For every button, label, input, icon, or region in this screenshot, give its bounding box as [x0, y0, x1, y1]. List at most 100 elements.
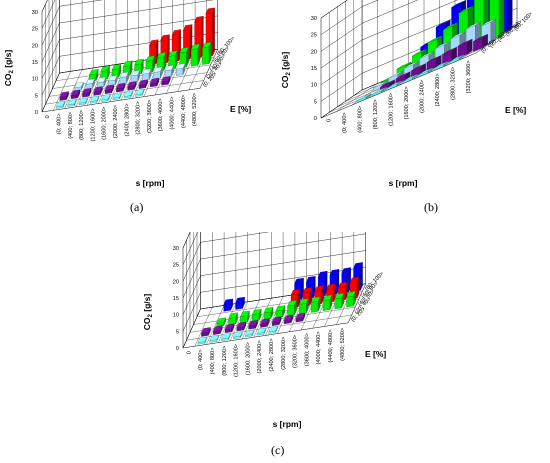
chart-c-bar-top	[314, 285, 324, 292]
chart-a-bar	[104, 84, 115, 94]
chart-a-bar-top	[101, 94, 111, 101]
chart-c-ylabel-sub: 2	[148, 313, 154, 317]
chart-a-bar	[85, 78, 95, 90]
chart-a-bar	[176, 63, 186, 76]
caption-b: (b)	[424, 200, 438, 214]
chart-a-bar-front	[164, 69, 172, 78]
chart-c-bar	[236, 321, 247, 332]
chart-c-bar-top	[275, 305, 286, 312]
chart-a-bar-top	[70, 89, 81, 96]
chart-b-bar-top	[449, 54, 465, 63]
chart-b-bar	[395, 71, 411, 85]
chart-a-ytick-label: 20	[32, 43, 38, 49]
chart-c-xtick-label: (0; 400>	[198, 349, 204, 370]
chart-c-bar-top	[221, 333, 231, 340]
chart-c-bar-top	[306, 276, 316, 283]
chart-a-bar-top	[112, 92, 122, 99]
chart-a-bar	[119, 71, 129, 85]
chart-b-bar-top	[356, 93, 372, 102]
chart-c-xtick-label: (2800; 3200>	[281, 337, 287, 370]
chart-c-bar	[224, 323, 235, 334]
chart-a-ytick-label: 25	[32, 27, 38, 33]
chart-c-bar-top	[263, 307, 274, 314]
chart-c-bar-top	[287, 300, 297, 307]
chart-c-hgrid	[182, 250, 366, 315]
chart-c-bar-top	[326, 283, 336, 290]
chart-a-bar	[149, 77, 160, 88]
chart-c-bars	[197, 262, 363, 345]
chart-c-bar	[271, 316, 282, 326]
chart-c-bar-top	[302, 287, 313, 294]
chart-b-bar-top	[404, 60, 419, 69]
chart-c-bar-front	[346, 295, 354, 308]
chart-c-bar	[240, 310, 250, 324]
chart-a-xticks: 0 (0; 400> (400; 800> (800; 1200> (1200; 160…	[45, 93, 198, 141]
chart-c-xtick-label: (800; 1200>	[222, 346, 228, 376]
chart-b-zlabel: E [%]	[505, 105, 526, 115]
chart-a-bar-top	[85, 78, 95, 85]
chart-b-bar-top	[458, 5, 474, 14]
chart-c-bar-front	[263, 311, 272, 320]
chart-b-xlabel: s [rpm]	[389, 178, 418, 188]
chart-a-ytick-label: 30	[32, 10, 38, 16]
chart-c-ytick-label: 15	[173, 296, 179, 302]
chart-b-xtick-label: (1200; 1600>	[388, 93, 394, 126]
chart-a-bar-top	[202, 42, 212, 49]
chart-a-bar-front	[176, 67, 184, 76]
chart-a-bar	[142, 68, 152, 82]
chart-a-bar-top	[74, 81, 84, 88]
chart-a-bar-top	[108, 75, 118, 82]
chart-c-bar	[263, 307, 274, 320]
chart-c-floor-grid	[253, 298, 272, 338]
chart-a-ylabel-main: CO	[3, 73, 13, 86]
chart-a-ytick-label: 10	[32, 77, 38, 83]
chart-b-hgrid	[320, 0, 379, 35]
chart-c-bar-front	[322, 299, 331, 311]
chart-a-bar-top	[130, 70, 141, 77]
chart-c-bar-top	[334, 292, 345, 300]
chart-c-bar-top	[341, 267, 352, 274]
chart-a-bar-top	[89, 69, 99, 76]
chart-c-xtick-label: (4800; 5200>	[340, 328, 346, 361]
chart-panel-b: 0 5 10 15 20 25 30 0 (0; 400> (400; 800> (800; 120…	[275, 0, 550, 205]
chart-c-xtick-label: 0	[186, 351, 192, 354]
chart-a-hgrid	[41, 0, 56, 29]
chart-b-bar	[411, 63, 426, 78]
chart-a-bar-top	[82, 88, 92, 95]
chart-b-bar-top	[412, 48, 427, 57]
chart-a-xtick-label: (1600; 2000>	[102, 107, 108, 140]
chart-a-svg: 0 5 10 15 20 25 30 0 (0; 400> (400; 800> (800; 120…	[3, 0, 251, 188]
chart-a-bar-top	[179, 47, 189, 54]
chart-c-bar-top	[212, 325, 223, 332]
chart-a-bar-top	[119, 71, 129, 78]
chart-b-xtick-label: (1600; 2000>	[404, 86, 410, 119]
chart-b-bar-top	[395, 71, 411, 80]
chart-c-bar-front	[275, 309, 283, 319]
chart-a-bar-front	[130, 74, 138, 83]
chart-c-floor-grid	[218, 303, 237, 343]
caption-c: (c)	[271, 443, 285, 457]
chart-a-bar	[161, 76, 171, 86]
chart-a-bar	[59, 91, 69, 101]
chart-a-bar	[67, 99, 77, 107]
chart-c-bar-front	[299, 303, 307, 315]
chart-a-xtick-label: (0; 400>	[57, 114, 63, 135]
chart-a-ylabel-unit: [g/s]	[3, 50, 13, 70]
chart-c-bar-top	[295, 312, 306, 319]
chart-a-bars	[56, 7, 215, 109]
chart-c-bar-top	[260, 318, 270, 325]
chart-a-bar-top	[67, 99, 77, 106]
chart-c-bar	[349, 276, 360, 300]
chart-c-floor-grid	[230, 301, 248, 341]
chart-a-bar-top	[194, 15, 204, 22]
chart-c-bar-top	[216, 317, 227, 324]
chart-c-bar-top	[256, 327, 267, 334]
chart-c-bar-top	[310, 296, 321, 303]
chart-c-bar-top	[294, 277, 304, 284]
chart-b-ylabel-unit: [g/s]	[280, 52, 290, 72]
chart-c-xtick-label: (2400; 2800>	[269, 339, 275, 372]
chart-c-ylabel-main: CO	[142, 317, 152, 330]
chart-a-bar-top	[142, 68, 152, 75]
chart-c-svg: 0 5 10 15 20 25 30 0 (0; 400> (400; 800> (800; 120…	[142, 183, 386, 429]
chart-a-hgrid	[41, 0, 103, 46]
